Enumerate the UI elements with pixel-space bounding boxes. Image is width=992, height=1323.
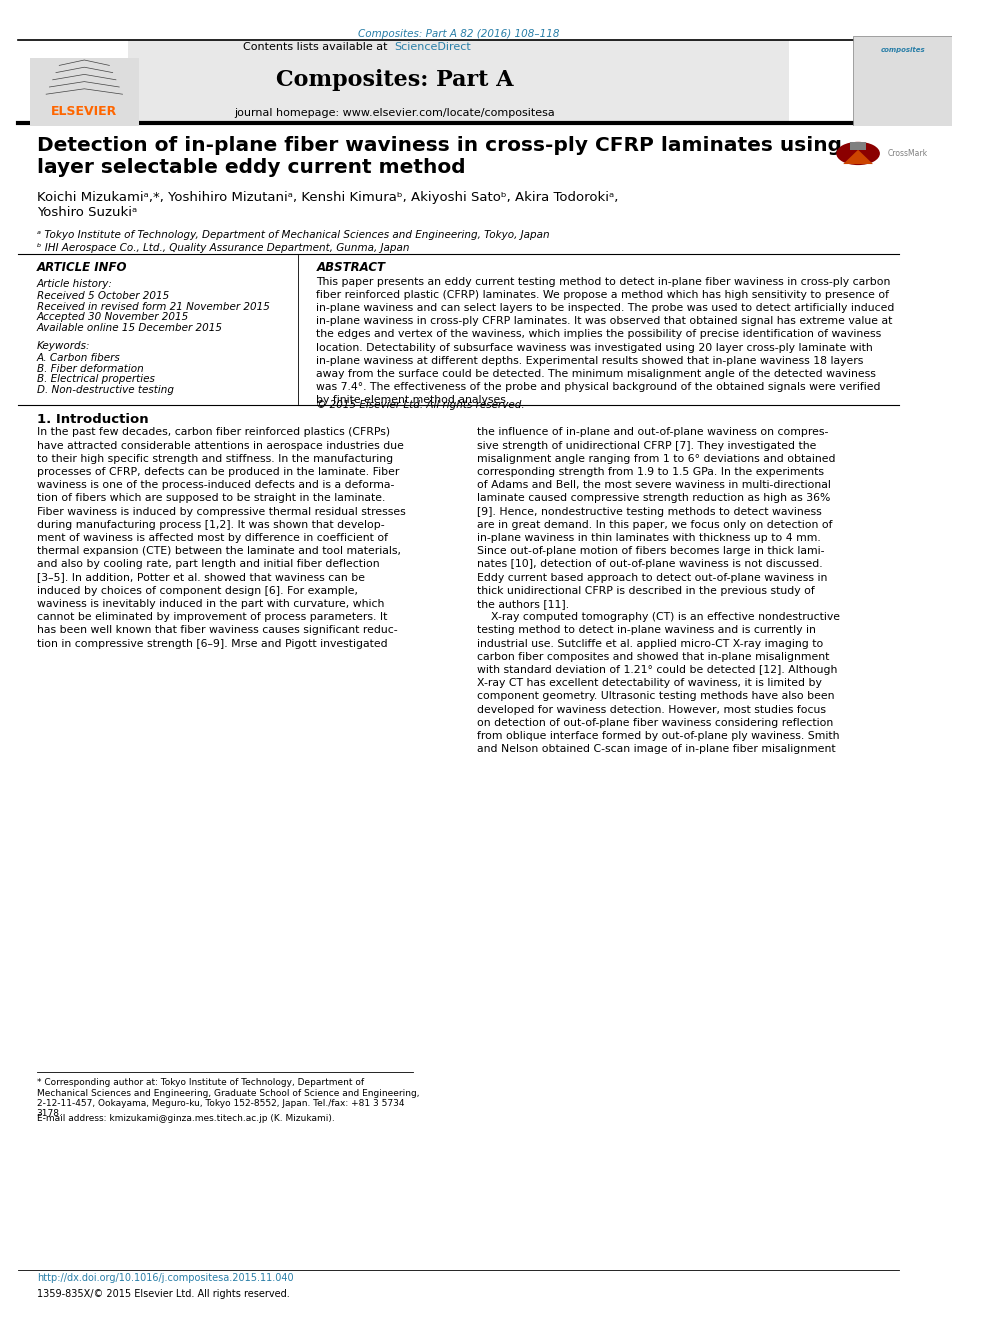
Text: Accepted 30 November 2015: Accepted 30 November 2015 (37, 312, 188, 323)
Text: ScienceDirect: ScienceDirect (395, 42, 471, 53)
Text: composites: composites (881, 46, 925, 53)
Text: Composites: Part A: Composites: Part A (276, 69, 513, 91)
Text: D. Non-destructive testing: D. Non-destructive testing (37, 385, 174, 396)
Text: In the past few decades, carbon fiber reinforced plastics (CFRPs)
have attracted: In the past few decades, carbon fiber re… (37, 427, 406, 648)
FancyBboxPatch shape (128, 40, 789, 122)
Text: Composites: Part A 82 (2016) 108–118: Composites: Part A 82 (2016) 108–118 (358, 29, 559, 40)
Bar (30, 58, 139, 126)
Text: 1. Introduction: 1. Introduction (37, 413, 149, 426)
Text: journal homepage: www.elsevier.com/locate/compositesa: journal homepage: www.elsevier.com/locat… (234, 108, 555, 119)
Text: ᵇ IHI Aerospace Co., Ltd., Quality Assurance Department, Gunma, Japan: ᵇ IHI Aerospace Co., Ltd., Quality Assur… (37, 243, 409, 254)
Bar (850, 143, 866, 149)
Text: E-mail address: kmizukami@ginza.mes.titech.ac.jp (K. Mizukami).: E-mail address: kmizukami@ginza.mes.tite… (37, 1114, 334, 1123)
Text: ARTICLE INFO: ARTICLE INFO (37, 261, 127, 274)
Text: Keywords:: Keywords: (37, 341, 90, 352)
Text: This paper presents an eddy current testing method to detect in-plane fiber wavi: This paper presents an eddy current test… (316, 277, 895, 405)
Text: Received 5 October 2015: Received 5 October 2015 (37, 291, 169, 302)
Text: A. Carbon fibers: A. Carbon fibers (37, 353, 120, 364)
Text: Article history:: Article history: (37, 279, 112, 290)
Text: Contents lists available at: Contents lists available at (243, 42, 395, 53)
Text: ELSEVIER: ELSEVIER (52, 106, 117, 119)
Text: © 2015 Elsevier Ltd. All rights reserved.: © 2015 Elsevier Ltd. All rights reserved… (316, 400, 525, 410)
Text: * Corresponding author at: Tokyo Institute of Technology, Department of
Mechanic: * Corresponding author at: Tokyo Institu… (37, 1078, 420, 1118)
Text: Received in revised form 21 November 2015: Received in revised form 21 November 201… (37, 302, 270, 312)
Text: B. Fiber deformation: B. Fiber deformation (37, 364, 144, 374)
Text: 1359-835X/© 2015 Elsevier Ltd. All rights reserved.: 1359-835X/© 2015 Elsevier Ltd. All right… (37, 1289, 290, 1299)
Polygon shape (843, 149, 873, 164)
Text: ABSTRACT: ABSTRACT (316, 261, 386, 274)
Text: Available online 15 December 2015: Available online 15 December 2015 (37, 323, 222, 333)
Circle shape (836, 142, 880, 165)
Text: http://dx.doi.org/10.1016/j.compositesa.2015.11.040: http://dx.doi.org/10.1016/j.compositesa.… (37, 1273, 294, 1283)
Text: Koichi Mizukamiᵃ,*, Yoshihiro Mizutaniᵃ, Kenshi Kimuraᵇ, Akiyoshi Satoᵇ, Akira T: Koichi Mizukamiᵃ,*, Yoshihiro Mizutaniᵃ,… (37, 191, 618, 218)
Text: Detection of in-plane fiber waviness in cross-ply CFRP laminates using
layer sel: Detection of in-plane fiber waviness in … (37, 136, 841, 177)
Text: CrossMark: CrossMark (888, 149, 928, 157)
Text: B. Electrical properties: B. Electrical properties (37, 374, 155, 385)
Text: ᵃ Tokyo Institute of Technology, Department of Mechanical Sciences and Engineeri: ᵃ Tokyo Institute of Technology, Departm… (37, 230, 550, 241)
Text: the influence of in-plane and out-of-plane waviness on compres-
sive strength of: the influence of in-plane and out-of-pla… (477, 427, 840, 754)
